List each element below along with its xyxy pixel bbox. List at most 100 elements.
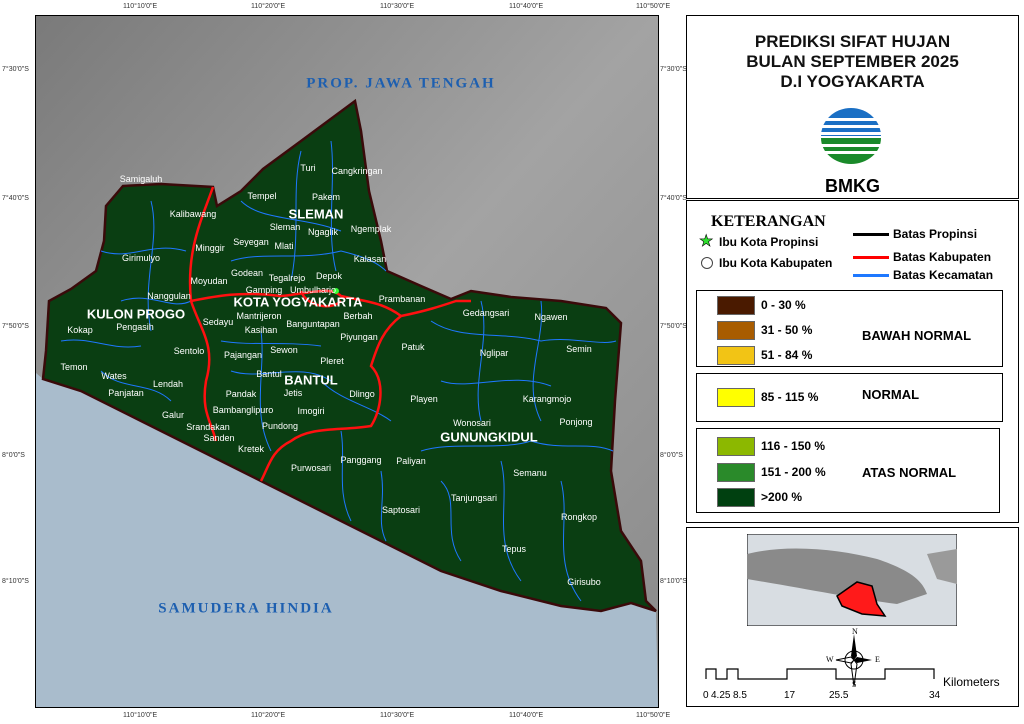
kecamatan-label: Tanjungsari (450, 493, 498, 503)
compass-s: S (852, 680, 857, 689)
compass-w: W (826, 655, 834, 664)
kecamatan-label: Semanu (513, 468, 547, 478)
legend-panel: KETERANGAN ★ Ibu Kota Propinsi Ibu Kota … (686, 200, 1019, 523)
lon-label-top: 110°20'0"E (251, 3, 286, 10)
kecamatan-label: Pajangan (223, 350, 263, 360)
kecamatan-label: Imogiri (297, 406, 325, 416)
line-swatch-kecamatan (853, 274, 889, 277)
scale-unit: Kilometers (943, 675, 1000, 689)
lon-label-top: 110°50'0"E (636, 3, 671, 10)
color-swatch (717, 388, 755, 407)
kecamatan-label: Ngemplak (350, 224, 392, 234)
kecamatan-label: Minggir (195, 243, 225, 253)
ibu-kota-propinsi-star-icon (333, 288, 339, 294)
scale-bar (705, 668, 935, 680)
lat-label-left: 7°40'0"S (2, 195, 29, 202)
kecamatan-label: Purwosari (290, 463, 332, 473)
kecamatan-label: Tegalrejo (268, 273, 306, 283)
lat-label-left: 8°10'0"S (2, 578, 29, 585)
color-swatch (717, 321, 755, 340)
kecamatan-label: Samigaluh (119, 174, 163, 184)
kabupaten-label: KOTA YOGYAKARTA (233, 294, 363, 310)
kecamatan-label: Pengasih (116, 322, 154, 332)
scale-tick: 25.5 (829, 690, 849, 701)
scale-tick: 8.5 (733, 690, 747, 701)
kecamatan-label: Turi (300, 163, 316, 173)
kecamatan-label: Cangkringan (331, 166, 383, 176)
circle-icon (701, 257, 713, 269)
kecamatan-label: Nglipar (479, 348, 509, 358)
kecamatan-label: Sedayu (202, 317, 234, 327)
map-frame: PROP. JAWA TENGAH SAMUDERA HINDIA Turi Ca… (35, 15, 659, 708)
lat-label-right: 8°0'0"S (660, 452, 683, 459)
inset-panel: N S W E 0 4.25 8.5 17 25.5 34 Kilometers (686, 527, 1019, 707)
kecamatan-label: Piyungan (340, 332, 378, 342)
kecamatan-label: Prambanan (378, 294, 426, 304)
kecamatan-label: Moyudan (190, 276, 228, 286)
class-label: 51 - 84 % (761, 348, 813, 362)
map-canvas (36, 16, 658, 707)
color-swatch (717, 296, 755, 315)
lon-label-bottom: 110°30'0"E (380, 712, 415, 719)
kecamatan-label: Kokap (67, 325, 93, 335)
lon-label-bottom: 110°10'0"E (123, 712, 158, 719)
kecamatan-label: Pleret (320, 356, 344, 366)
kecamatan-label: Semin (566, 344, 592, 354)
kecamatan-label: Patuk (401, 342, 425, 352)
kecamatan-label: Pandak (225, 389, 257, 399)
kecamatan-label: Depok (315, 271, 343, 281)
kecamatan-label: Paliyan (396, 456, 426, 466)
class-label: 0 - 30 % (761, 298, 806, 312)
map-title-line2: BULAN SEPTEMBER 2025 (746, 52, 959, 71)
kecamatan-label: Sewon (270, 345, 298, 355)
kecamatan-label: Jetis (283, 388, 303, 398)
kecamatan-label: Umbulharjo (289, 285, 337, 295)
map-title-line3: D.I YOGYAKARTA (780, 72, 925, 91)
sea (36, 373, 658, 707)
kecamatan-label: Girisubo (567, 577, 601, 587)
star-icon: ★ (699, 233, 714, 251)
kecamatan-label: Srandakan (186, 422, 230, 432)
lat-label-right: 7°50'0"S (660, 323, 687, 330)
bmkg-logo-text: BMKG (825, 176, 880, 196)
color-swatch (717, 488, 755, 507)
title-panel: PREDIKSI SIFAT HUJAN BULAN SEPTEMBER 202… (686, 15, 1019, 199)
class-label: 31 - 50 % (761, 323, 813, 337)
kecamatan-label: Gamping (245, 285, 283, 295)
class-label: >200 % (761, 490, 803, 504)
kecamatan-label: Mlati (274, 241, 294, 251)
lat-label-right: 7°30'0"S (660, 66, 687, 73)
legend-line-label: Batas Propinsi (893, 227, 978, 241)
lat-label-left: 8°0'0"S (2, 452, 25, 459)
line-swatch-propinsi (853, 233, 889, 236)
region-label-jawa-tengah: PROP. JAWA TENGAH (306, 75, 496, 92)
compass-rose-icon (835, 634, 872, 687)
color-swatch (717, 463, 755, 482)
kecamatan-label: Ngawen (534, 312, 568, 322)
inset-map (747, 534, 957, 626)
kecamatan-label: Wates (101, 371, 127, 381)
kecamatan-label: Girimulyo (121, 253, 161, 263)
kecamatan-label: Tempel (247, 191, 277, 201)
kecamatan-label: Galur (161, 410, 185, 420)
kecamatan-label: Seyegan (233, 237, 269, 247)
lat-label-right: 8°10'0"S (660, 578, 687, 585)
lat-label-left: 7°30'0"S (2, 66, 29, 73)
lon-label-bottom: 110°20'0"E (251, 712, 286, 719)
kecamatan-label: Pakem (311, 192, 341, 202)
lat-label-right: 7°40'0"S (660, 195, 687, 202)
kecamatan-label: Ponjong (559, 417, 593, 427)
kecamatan-label: Bambanglipuro (212, 405, 274, 415)
kecamatan-label: Berbah (343, 311, 373, 321)
color-swatch (717, 437, 755, 456)
kecamatan-boundaries (60, 140, 617, 602)
lon-label-top: 110°10'0"E (123, 3, 158, 10)
kecamatan-label: Kretek (237, 444, 265, 454)
kecamatan-label: Lendah (152, 379, 184, 389)
class-label: 151 - 200 % (761, 465, 826, 479)
kecamatan-label: Kalibawang (169, 209, 217, 219)
lon-label-bottom: 110°40'0"E (509, 712, 544, 719)
kabupaten-label: SLEMAN (288, 206, 344, 222)
kecamatan-label: Sentolo (173, 346, 205, 356)
kecamatan-label: Nanggulan (147, 291, 191, 301)
